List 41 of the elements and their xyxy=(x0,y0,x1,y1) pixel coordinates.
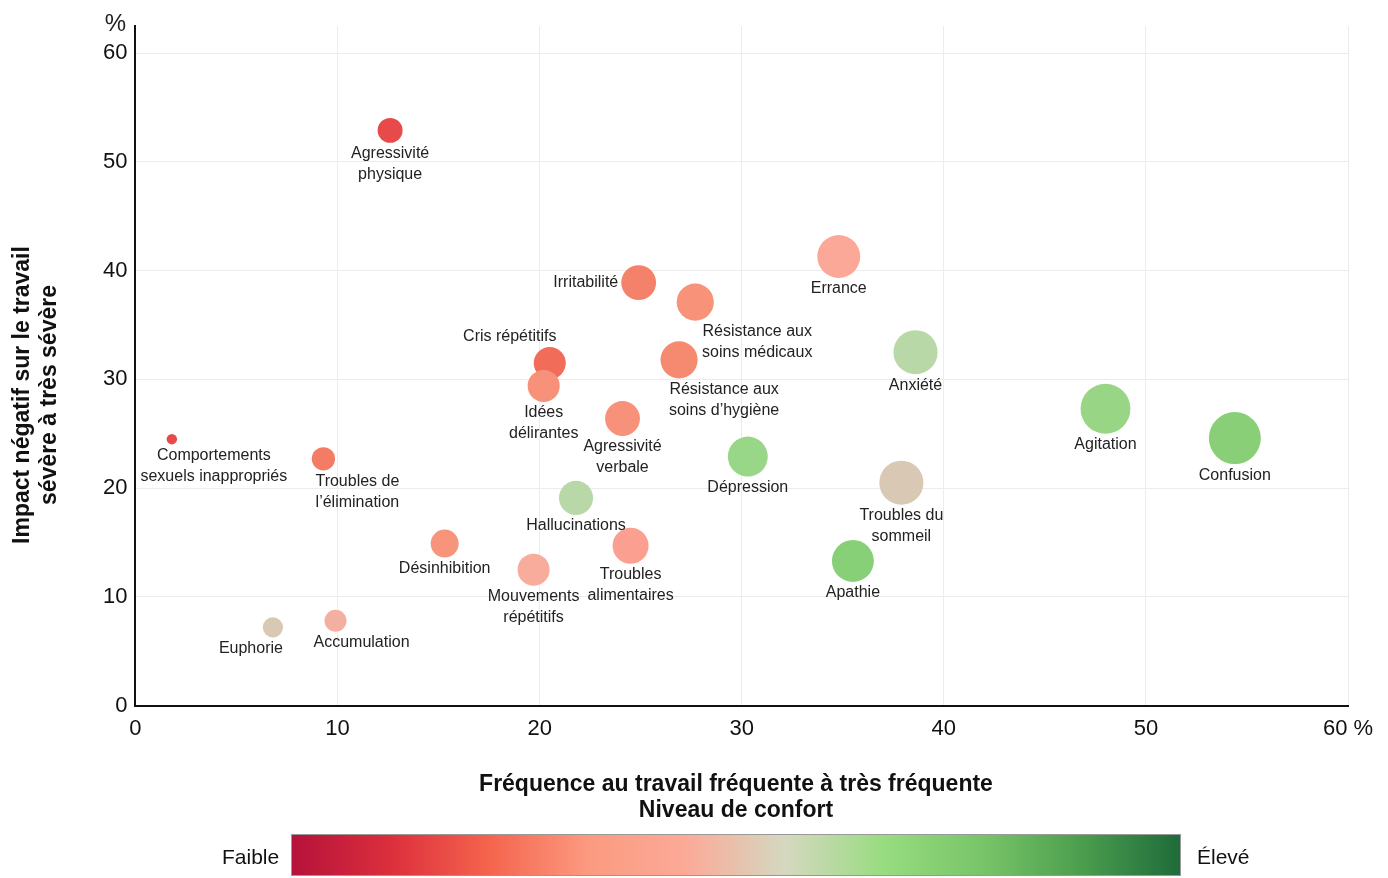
annotation: Résistance aux soins d’hygiène xyxy=(668,379,780,418)
color-bar-label: Élevé xyxy=(1197,845,1250,869)
y-axis-title: Impact négatif sur le travail sévère à très sévère xyxy=(8,245,62,546)
x-tick-label: 30 xyxy=(729,714,754,740)
annotation: Cris répétitifs xyxy=(463,327,557,345)
y-tick-label: 10 xyxy=(102,582,128,608)
annotation: Troubles de l’élimination xyxy=(315,471,400,510)
annotation: Apathie xyxy=(825,583,881,601)
y-tick-label: 0 xyxy=(115,691,128,717)
annotation: Troubles du sommeil xyxy=(859,506,944,545)
x-tick-label: 20 xyxy=(527,714,552,740)
annotation: Agitation xyxy=(1074,435,1137,453)
annotation: Confusion xyxy=(1198,465,1271,483)
y-tick-label: 20 xyxy=(102,474,128,500)
y-tick-label: 30 xyxy=(102,365,128,391)
annotation: Accumulation xyxy=(313,633,410,651)
x-tick-label: 40 xyxy=(931,714,957,740)
annotation: Irritabilité xyxy=(553,273,619,291)
x-tick-label: 60 % xyxy=(1322,714,1374,740)
x-tick-label: 10 xyxy=(325,714,350,740)
y-tick-label: 40 xyxy=(102,256,128,282)
annotation: Idées délirantes xyxy=(509,403,579,442)
text: % xyxy=(104,8,127,36)
x-tick-label: 50 xyxy=(1133,714,1159,740)
y-tick-label: 60 xyxy=(102,39,128,65)
annotation: Résistance aux soins médicaux xyxy=(702,322,813,361)
annotation: Troubles alimentaires xyxy=(587,565,674,604)
x-axis-title: Fréquence au travail fréquente à très fréquente xyxy=(478,770,994,797)
annotation: Anxiété xyxy=(888,375,943,393)
annotation: Mouvements répétitifs xyxy=(487,587,580,626)
color-bar-title: Niveau de confort xyxy=(637,796,835,823)
annotation: Désinhibition xyxy=(398,558,491,576)
annotation: Hallucinations xyxy=(526,516,626,534)
color-bar-label: Faible xyxy=(222,845,280,869)
annotation: Agressivité physique xyxy=(350,144,430,183)
annotation: Comportements sexuels inappropriés xyxy=(140,445,288,484)
y-tick-label: 50 xyxy=(102,147,128,173)
annotation: Euphorie xyxy=(218,638,284,656)
annotation: Errance xyxy=(810,279,867,297)
annotation: Agressivité verbale xyxy=(583,437,662,476)
annotation: Dépression xyxy=(707,477,789,495)
